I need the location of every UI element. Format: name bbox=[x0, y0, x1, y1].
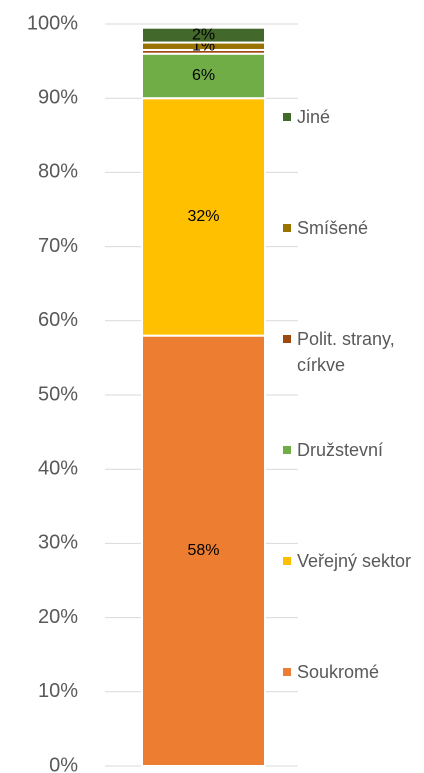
y-tick-label: 100% bbox=[27, 12, 78, 34]
data-label: 6% bbox=[192, 67, 215, 84]
legend-label: Smíšené bbox=[297, 218, 369, 238]
y-tick-label: 90% bbox=[38, 86, 78, 108]
y-tick-label: 0% bbox=[49, 754, 78, 773]
y-tick-label: 70% bbox=[38, 235, 78, 257]
legend-swatch bbox=[283, 335, 291, 343]
legend-label: Soukromé bbox=[297, 662, 380, 682]
data-label: 58% bbox=[187, 542, 219, 559]
data-label: 2% bbox=[192, 26, 215, 43]
data-label: 32% bbox=[187, 208, 219, 225]
bar-segment bbox=[141, 26, 266, 44]
legend-swatch bbox=[283, 113, 291, 121]
legend-label: Družstevní bbox=[297, 440, 384, 460]
bar-segment bbox=[141, 334, 266, 767]
y-tick-label: 80% bbox=[38, 161, 78, 183]
y-tick-label: 50% bbox=[38, 383, 78, 405]
bar-segment bbox=[141, 97, 266, 337]
y-tick-label: 40% bbox=[38, 457, 78, 479]
legend-swatch bbox=[283, 557, 291, 565]
y-tick-label: 10% bbox=[38, 680, 78, 702]
legend-swatch bbox=[283, 668, 291, 676]
legend-swatch bbox=[283, 446, 291, 454]
legend-label: Veřejný sektor bbox=[297, 551, 412, 571]
y-tick-label: 20% bbox=[38, 606, 78, 628]
legend-label: Jiné bbox=[297, 107, 331, 127]
legend-label: Polit. strany, církve bbox=[297, 329, 395, 375]
y-tick-label: 30% bbox=[38, 532, 78, 554]
y-tick-label: 60% bbox=[38, 309, 78, 331]
legend-swatch bbox=[283, 224, 291, 232]
